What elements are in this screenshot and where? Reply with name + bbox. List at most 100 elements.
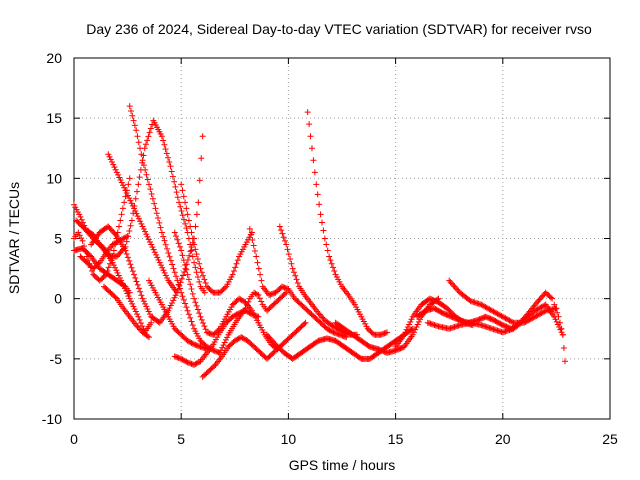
data-point-marker — [125, 181, 132, 188]
data-point-marker — [136, 316, 143, 323]
data-point-marker — [414, 321, 421, 328]
data-point-marker — [144, 305, 151, 312]
data-point-marker — [139, 157, 146, 164]
data-point-marker — [128, 217, 135, 224]
data-point-marker — [125, 293, 132, 300]
data-point-marker — [133, 127, 140, 134]
series-arc-16 — [304, 109, 391, 338]
data-point-marker — [182, 300, 189, 307]
data-point-marker — [448, 280, 455, 287]
data-point-marker — [140, 298, 147, 305]
data-point-marker — [199, 133, 206, 140]
data-point-marker — [128, 107, 135, 114]
data-point-marker — [185, 338, 192, 345]
data-point-marker — [237, 296, 244, 303]
data-point-marker — [178, 247, 185, 254]
series-arc-13 — [216, 289, 290, 356]
data-point-marker — [137, 218, 144, 225]
y-tick-label: 5 — [54, 231, 62, 247]
grid-lines — [74, 58, 610, 419]
data-point-marker — [281, 290, 288, 297]
data-point-marker — [108, 159, 115, 166]
data-point-marker — [132, 308, 139, 315]
data-point-marker — [281, 237, 288, 244]
data-point-marker — [180, 216, 187, 223]
data-point-marker — [115, 171, 122, 178]
data-point-marker — [167, 163, 174, 170]
data-point-marker — [139, 295, 146, 302]
data-point-marker — [180, 272, 187, 279]
data-point-marker — [116, 223, 123, 230]
data-point-marker — [132, 195, 139, 202]
data-point-marker — [203, 346, 210, 353]
data-point-marker — [327, 257, 334, 264]
data-point-marker — [188, 339, 195, 346]
data-point-marker — [157, 224, 164, 231]
data-point-marker — [234, 336, 241, 343]
data-point-marker — [114, 269, 121, 276]
data-point-marker — [284, 246, 291, 253]
data-point-marker — [454, 286, 461, 293]
data-point-marker — [179, 356, 186, 363]
data-point-marker — [150, 246, 157, 253]
data-point-marker — [145, 308, 152, 315]
data-point-marker — [126, 175, 133, 182]
data-point-marker — [137, 145, 144, 152]
data-point-marker — [164, 275, 171, 282]
data-point-marker — [177, 279, 184, 286]
data-point-marker — [197, 265, 204, 272]
data-point-marker — [313, 181, 320, 188]
data-point-marker — [319, 314, 326, 321]
data-point-marker — [258, 298, 265, 305]
data-point-marker — [323, 241, 330, 248]
data-point-marker — [123, 233, 130, 240]
data-point-marker — [221, 339, 228, 346]
y-axis-label: SDTVAR / TECUs — [6, 182, 22, 294]
data-point-marker — [77, 213, 84, 220]
data-point-marker — [149, 195, 156, 202]
data-point-marker — [288, 260, 295, 267]
data-point-marker — [201, 323, 208, 330]
data-point-marker — [451, 283, 458, 290]
data-point-marker — [165, 154, 172, 161]
data-point-marker — [184, 337, 191, 344]
data-point-marker — [191, 259, 198, 266]
data-point-marker — [135, 215, 142, 222]
data-point-marker — [170, 265, 177, 272]
data-point-marker — [191, 361, 198, 368]
data-point-marker — [196, 310, 203, 317]
data-point-marker — [317, 211, 324, 218]
data-point-marker — [417, 316, 424, 323]
data-point-marker — [328, 260, 335, 267]
data-point-marker — [144, 233, 151, 240]
data-point-marker — [117, 217, 124, 224]
data-point-marker — [123, 250, 130, 257]
data-point-marker — [110, 247, 117, 254]
data-point-marker — [157, 262, 164, 269]
data-point-marker — [290, 269, 297, 276]
data-point-marker — [308, 145, 315, 152]
data-point-marker — [179, 187, 186, 194]
data-point-marker — [198, 155, 205, 162]
data-point-marker — [115, 272, 122, 279]
data-point-marker — [178, 275, 185, 282]
data-point-marker — [329, 264, 336, 271]
data-point-marker — [127, 222, 134, 229]
data-point-marker — [316, 201, 323, 208]
data-point-marker — [232, 264, 239, 271]
data-point-marker — [193, 360, 200, 367]
data-point-marker — [106, 153, 113, 160]
data-point-marker — [129, 268, 136, 275]
data-point-marker — [171, 178, 178, 185]
data-point-marker — [174, 236, 181, 243]
data-point-marker — [509, 318, 516, 325]
data-point-marker — [192, 264, 199, 271]
data-point-marker — [144, 333, 151, 340]
data-point-marker — [318, 219, 325, 226]
data-point-marker — [278, 227, 285, 234]
data-point-marker — [176, 282, 183, 289]
data-point-marker — [182, 220, 189, 227]
data-point-marker — [253, 291, 260, 298]
data-point-marker — [161, 141, 168, 148]
data-point-marker — [541, 308, 548, 315]
